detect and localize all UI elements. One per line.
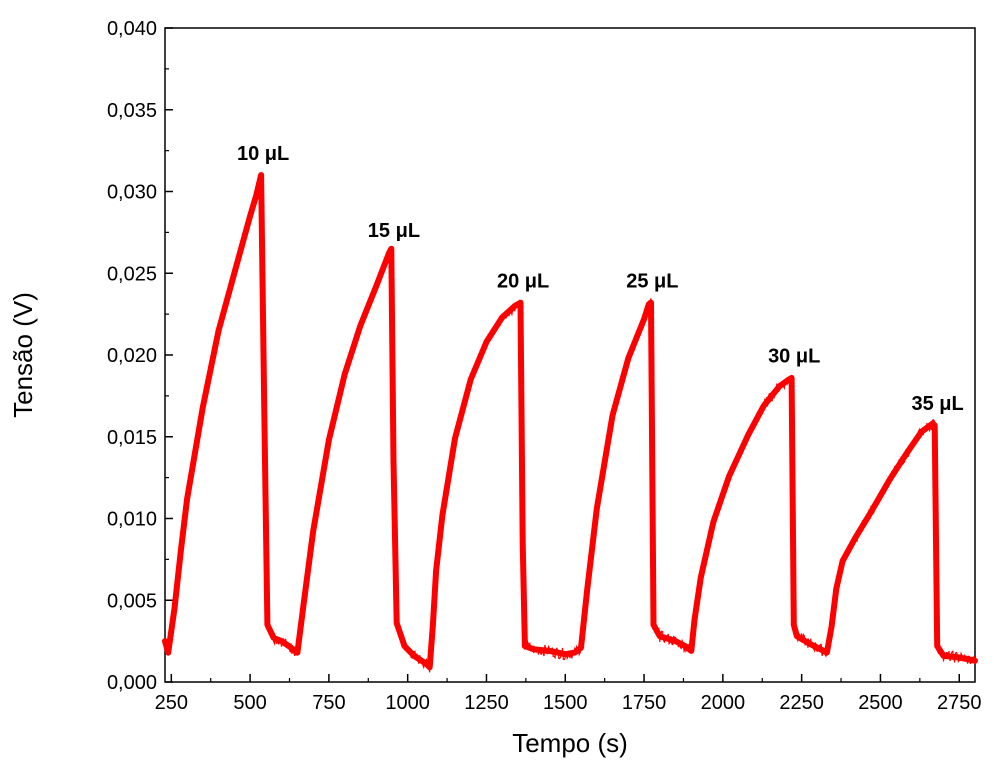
x-tick-label: 1750: [622, 692, 667, 714]
x-tick-label: 500: [233, 692, 266, 714]
x-tick-label: 2250: [779, 692, 824, 714]
x-tick-label: 1250: [464, 692, 509, 714]
x-tick-label: 750: [312, 692, 345, 714]
y-tick-label: 0,030: [107, 182, 157, 204]
peak-annotation: 20 μL: [497, 271, 549, 293]
peak-annotation: 15 μL: [368, 220, 420, 242]
x-tick-label: 1000: [385, 692, 430, 714]
x-tick-label: 2000: [701, 692, 746, 714]
y-tick-label: 0,000: [107, 672, 157, 694]
x-tick-label: 250: [155, 692, 188, 714]
peak-annotation: 25 μL: [626, 271, 678, 293]
plot-frame: [164, 27, 976, 683]
y-tick-label: 0,040: [107, 18, 157, 40]
y-tick-labels: 0,000 0,005 0,010 0,015 0,020 0,025 0,030 0,035…: [107, 18, 157, 694]
y-tick-label: 0,020: [107, 345, 157, 367]
peak-annotation: 30 μL: [768, 346, 820, 368]
x-tick-label: 1500: [543, 692, 588, 714]
peak-annotation: 35 μL: [911, 393, 963, 415]
y-tick-label: 0,035: [107, 100, 157, 122]
series-group: [162, 172, 978, 673]
y-axis-title: Tensão (V): [8, 292, 38, 418]
series-noise: [164, 179, 976, 673]
y-tick-label: 0,010: [107, 509, 157, 531]
x-axis-title: Tempo (s): [512, 728, 628, 758]
x-tick-label: 2750: [937, 692, 982, 714]
y-tick-label: 0,025: [107, 263, 157, 285]
x-tick-label: 2500: [858, 692, 903, 714]
series-line: [162, 172, 978, 671]
y-tick-label: 0,015: [107, 427, 157, 449]
x-tick-labels: 250 500 750 1000 1250 1500 1750 2000 2250 2500 275…: [155, 692, 982, 714]
peak-annotation: 10 μL: [237, 143, 289, 165]
y-tick-label: 0,005: [107, 590, 157, 612]
annotations: 10 μL 15 μL 20 μL 25 μL 30 μL 35 μL: [237, 143, 964, 415]
